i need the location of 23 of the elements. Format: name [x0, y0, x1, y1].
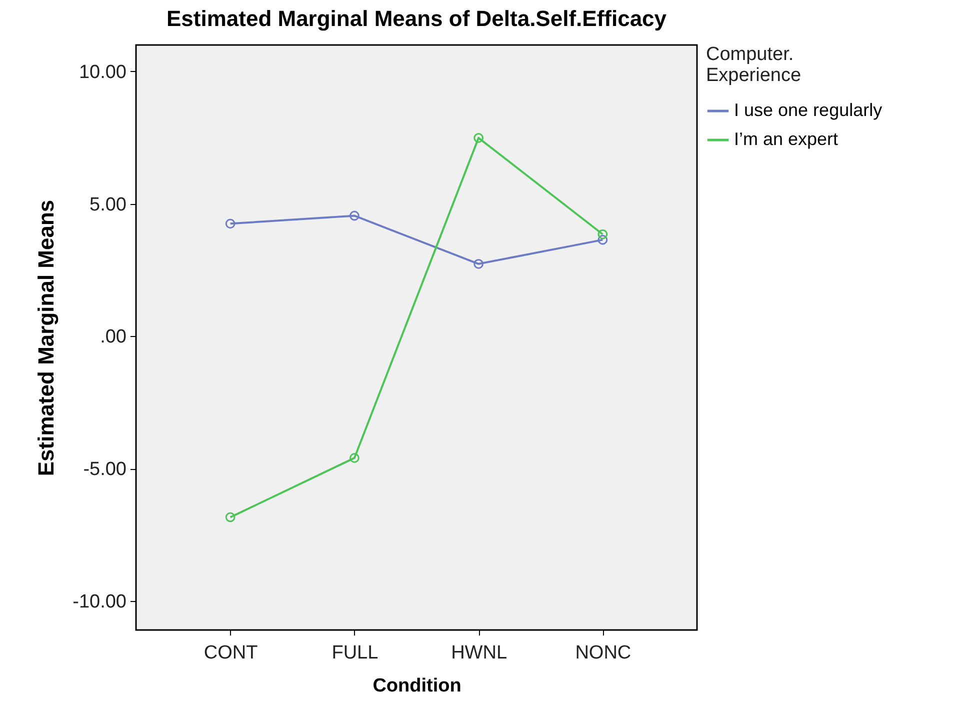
y-tick-label: .00	[100, 326, 126, 348]
y-tick-label: -10.00	[72, 591, 126, 612]
y-axis-title: Estimated Marginal Means	[34, 200, 59, 476]
y-tick-label: 5.00	[90, 194, 126, 216]
x-tick-label: NONC	[575, 642, 632, 664]
point	[225, 512, 236, 522]
point	[474, 132, 484, 143]
point	[350, 210, 360, 221]
x-tick-label: HWNL	[451, 642, 508, 664]
y-tick-label: -5.00	[83, 459, 126, 480]
legend-label: I’m an expert	[734, 129, 838, 149]
x-tick-label: FULL	[332, 642, 378, 664]
point	[474, 258, 484, 269]
chart-title: Estimated Marginal Means of Delta.Self.Efficacy	[166, 6, 668, 31]
point	[350, 453, 360, 463]
x-tick-label: CONT	[204, 642, 258, 664]
x-axis-title: Condition	[372, 676, 462, 696]
legend-label: I use one regularly	[734, 100, 882, 120]
point	[225, 218, 236, 229]
legend-title: Computer. Experience	[706, 44, 802, 86]
point	[598, 234, 608, 245]
point	[598, 229, 608, 240]
y-tick-label: 10.00	[78, 62, 126, 83]
